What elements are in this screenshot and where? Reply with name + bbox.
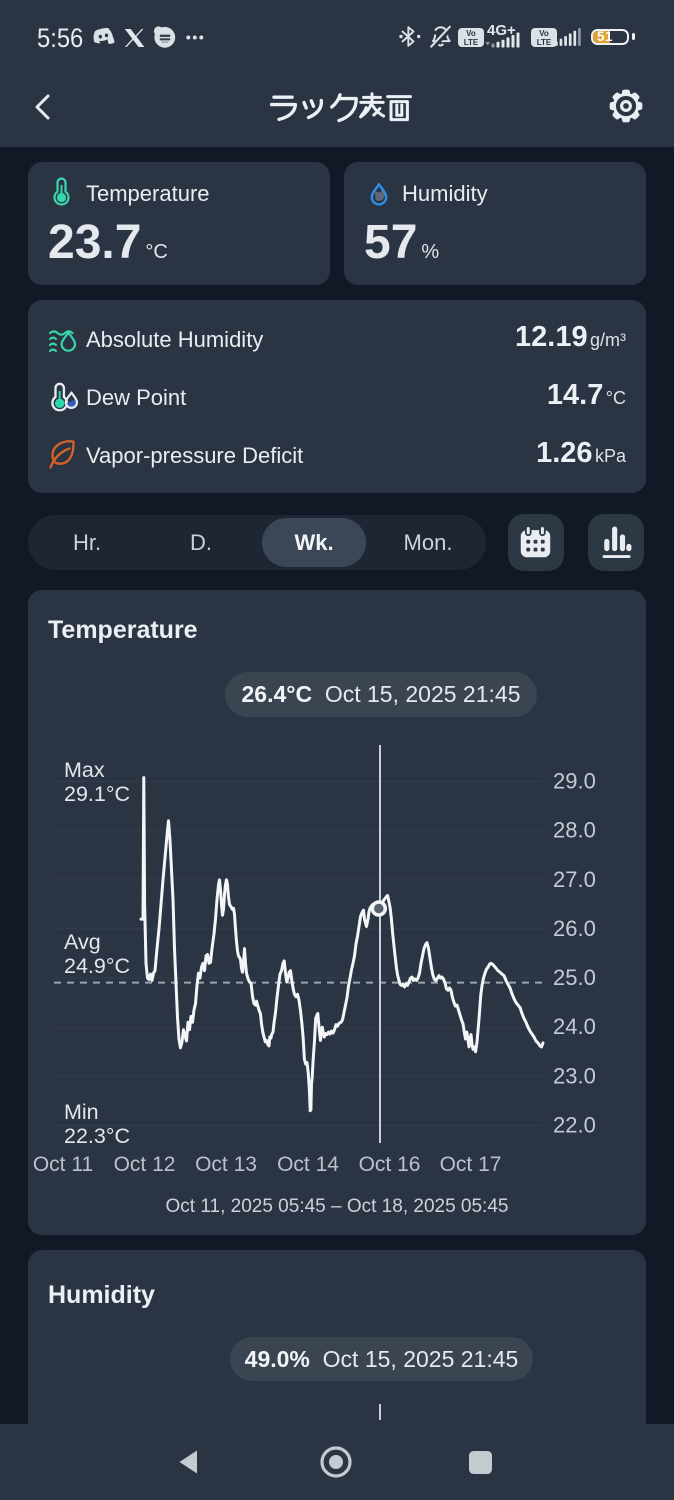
svg-text:23.0: 23.0 xyxy=(553,1063,596,1088)
svg-text:22.0: 22.0 xyxy=(553,1113,596,1138)
svg-text:Max: Max xyxy=(64,758,105,782)
svg-text:22.3°C: 22.3°C xyxy=(64,1124,130,1148)
svg-text:Avg: Avg xyxy=(64,930,101,954)
svg-text:Oct 11, 2025 05:45 – Oct 18, 2: Oct 11, 2025 05:45 – Oct 18, 2025 05:45 xyxy=(166,1196,509,1217)
svg-text:Oct 17: Oct 17 xyxy=(440,1153,502,1176)
svg-text:24.9°C: 24.9°C xyxy=(64,954,130,978)
svg-text:Oct 11: Oct 11 xyxy=(33,1153,93,1176)
svg-text:Oct 12: Oct 12 xyxy=(114,1153,176,1176)
svg-text:Oct 13: Oct 13 xyxy=(195,1153,257,1176)
svg-text:25.0: 25.0 xyxy=(553,965,596,990)
svg-text:Oct 16: Oct 16 xyxy=(359,1153,421,1176)
svg-text:24.0: 24.0 xyxy=(553,1014,596,1039)
svg-text:Oct 14: Oct 14 xyxy=(277,1153,339,1176)
svg-text:27.0: 27.0 xyxy=(553,867,596,892)
svg-text:Min: Min xyxy=(64,1100,99,1124)
svg-text:29.0: 29.0 xyxy=(553,769,596,794)
svg-text:29.1°C: 29.1°C xyxy=(64,782,130,806)
svg-text:28.0: 28.0 xyxy=(553,818,596,843)
svg-text:26.0: 26.0 xyxy=(553,916,596,941)
